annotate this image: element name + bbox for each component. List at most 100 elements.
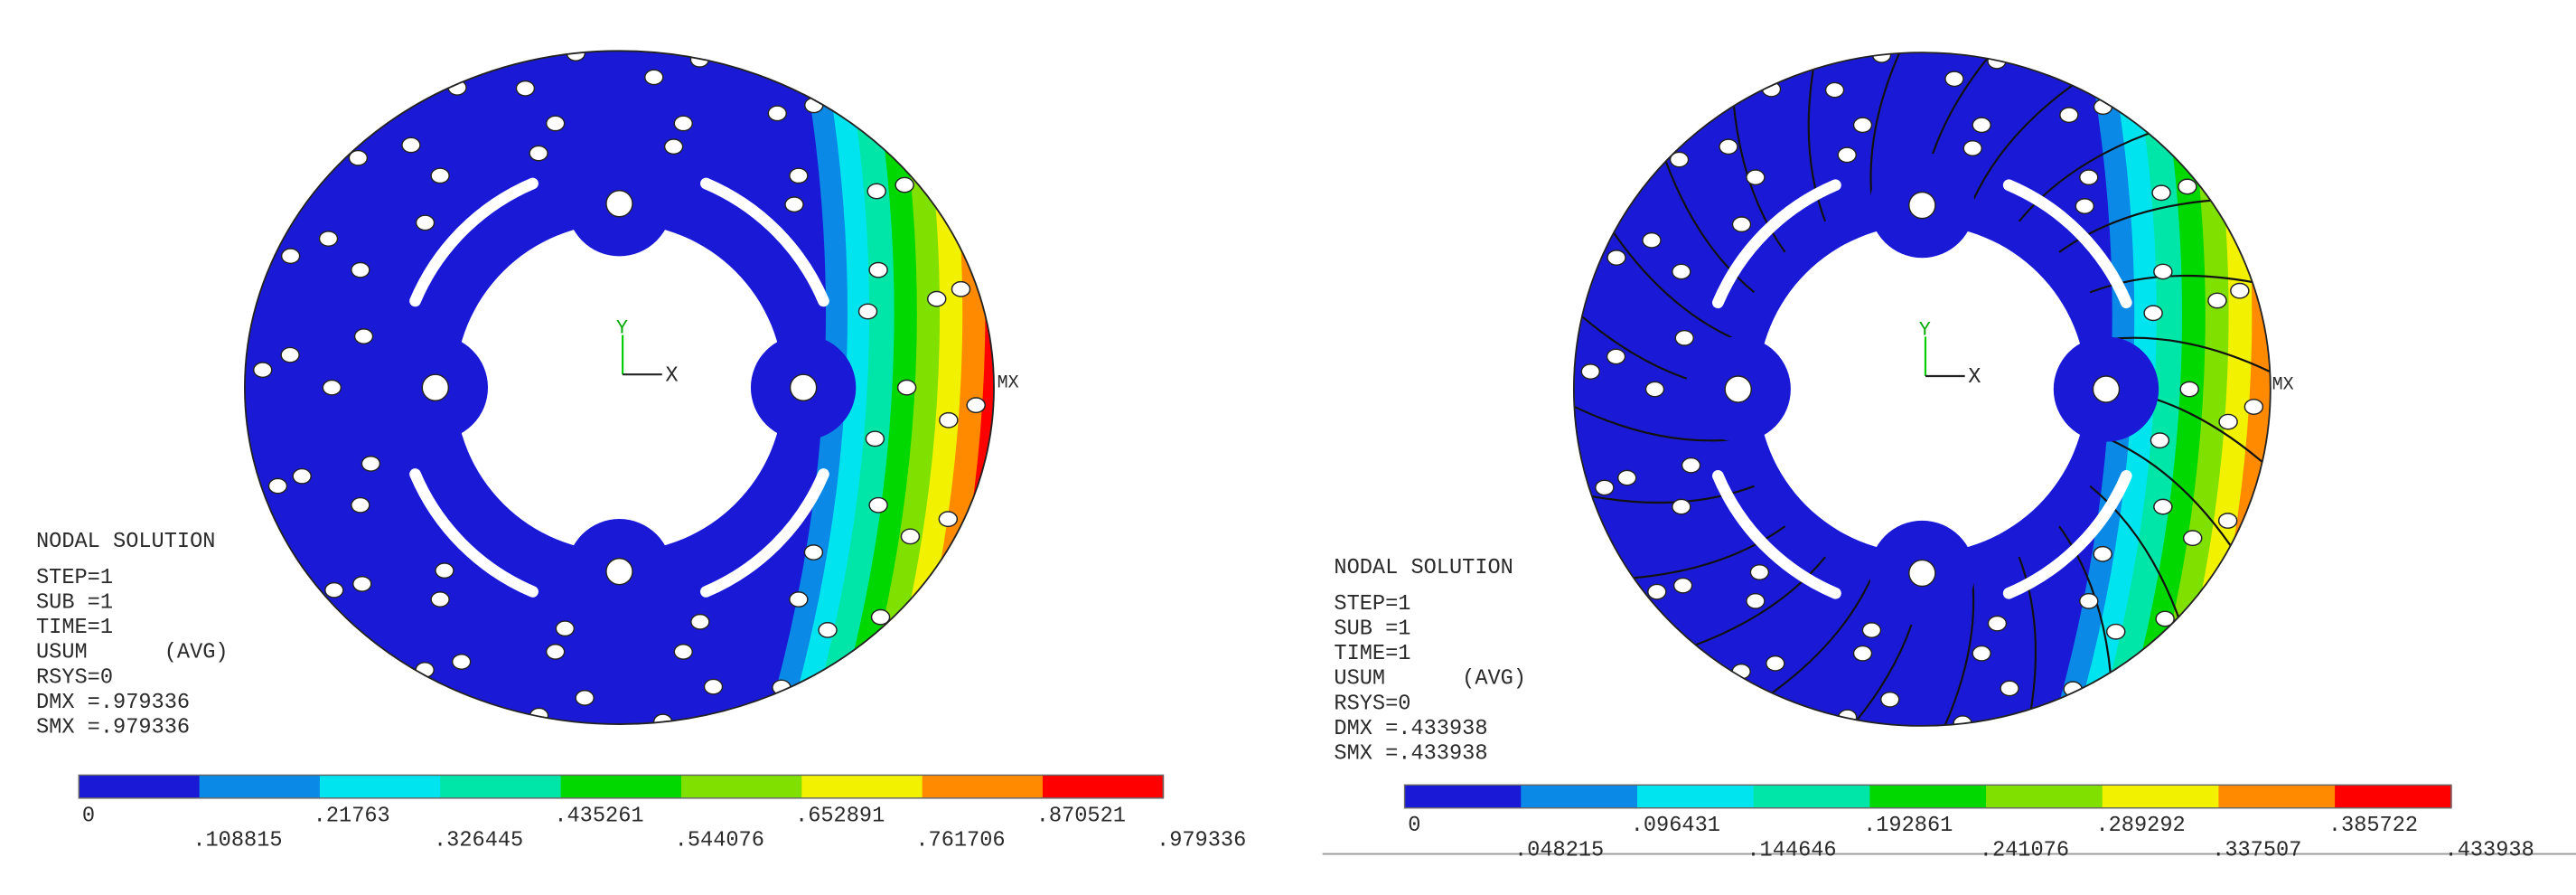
vent-hole xyxy=(430,167,450,184)
info-line: TIME=1 xyxy=(1334,642,1410,666)
contour-band xyxy=(900,51,995,725)
vent-hole xyxy=(1644,381,1665,398)
vent-hole xyxy=(1719,138,1738,155)
vent-hole xyxy=(868,496,888,513)
max-marker: MX xyxy=(998,373,1019,394)
vent-hole xyxy=(1606,250,1626,266)
disc xyxy=(244,51,995,725)
info-line: DMX =.433938 xyxy=(1334,717,1487,741)
colorbar-label: .21763 xyxy=(314,804,390,828)
vent-hole xyxy=(703,678,724,695)
info-line: DMX =.979336 xyxy=(36,691,190,715)
vent-hole xyxy=(2153,263,2173,280)
info-line: USUM (AVG) xyxy=(1334,667,1526,692)
colorbar-segment xyxy=(79,775,201,798)
colorbar-label: .326445 xyxy=(434,829,523,853)
vent-hole xyxy=(2207,292,2227,309)
vent-hole xyxy=(2059,107,2079,124)
vent-hole xyxy=(318,231,339,247)
vent-hole xyxy=(784,196,804,213)
colorbar-label: .289292 xyxy=(2095,814,2185,838)
vent-hole xyxy=(545,115,566,132)
vent-hole xyxy=(1674,329,1695,346)
slot xyxy=(2002,179,2132,309)
vent-hole xyxy=(529,145,548,162)
colorbar-segment xyxy=(1521,785,1638,808)
vent-hole xyxy=(451,654,472,670)
colorbar-segment xyxy=(680,775,803,798)
bolt-hole xyxy=(2092,375,2121,403)
info-line: SMX =.979336 xyxy=(36,716,190,740)
vent-hole xyxy=(1972,117,1991,134)
vent-hole xyxy=(1595,479,1615,496)
slot xyxy=(700,177,829,307)
vent-hole xyxy=(818,622,838,638)
colorbar-label: .544076 xyxy=(675,829,764,853)
vent-hole xyxy=(870,608,891,626)
info-line: SMX =.433938 xyxy=(1334,742,1487,767)
vent-hole xyxy=(2093,545,2112,562)
vent-hole xyxy=(1861,622,1882,638)
info-line: SUB =1 xyxy=(36,590,113,615)
info-line: SUB =1 xyxy=(1334,617,1410,642)
vent-hole xyxy=(1616,469,1637,486)
colorbar-segment xyxy=(2218,785,2337,808)
vent-hole xyxy=(1681,457,1701,474)
vent-hole xyxy=(966,397,986,414)
vent-hole xyxy=(1972,645,1991,662)
vent-hole xyxy=(555,620,576,637)
bolt-hole xyxy=(1724,375,1752,403)
vent-hole xyxy=(435,562,454,579)
vent-hole xyxy=(280,248,301,265)
slot xyxy=(409,177,539,307)
colorbar-segment xyxy=(440,775,562,798)
colorbar-segment xyxy=(922,775,1044,798)
colorbar-label: .048215 xyxy=(1514,838,1604,862)
vent-hole xyxy=(1837,146,1857,164)
vent-hole xyxy=(1647,583,1667,600)
vent-hole xyxy=(545,644,566,660)
vent-hole xyxy=(1824,81,1845,99)
hub-hole xyxy=(454,223,784,552)
bolt-hole xyxy=(421,373,450,401)
vent-hole xyxy=(267,477,288,495)
vent-hole xyxy=(1880,691,1900,708)
vent-hole xyxy=(2079,592,2099,609)
info-line: RSYS=0 xyxy=(36,665,113,690)
colorbar-segment xyxy=(319,775,442,798)
info-line: STEP=1 xyxy=(1334,592,1410,617)
vent-hole xyxy=(1672,263,1691,280)
vent-hole xyxy=(857,303,878,320)
vent-hole xyxy=(673,644,693,660)
info-line: USUM (AVG) xyxy=(36,641,229,665)
vent-hole xyxy=(322,379,342,396)
vent-hole xyxy=(803,544,824,561)
vent-hole xyxy=(789,591,809,608)
colorbar-label: 0 xyxy=(1408,814,1420,838)
colorbar-label: .096431 xyxy=(1631,814,1720,838)
vent-hole xyxy=(951,280,971,297)
vent-hole xyxy=(2217,513,2238,529)
colorbar-segment xyxy=(560,775,682,798)
vent-hole xyxy=(868,261,888,278)
vent-hole xyxy=(361,455,381,472)
solution-title: NODAL SOLUTION xyxy=(36,530,215,554)
bolt-hole xyxy=(1908,559,1936,588)
colorbar-segment xyxy=(1869,785,1987,808)
solution-title: NODAL SOLUTION xyxy=(1334,556,1513,580)
vent-hole xyxy=(1669,151,1690,168)
vent-hole xyxy=(1606,348,1626,365)
vent-hole xyxy=(430,591,450,608)
max-marker: MX xyxy=(2272,375,2294,396)
disc-outline xyxy=(244,50,995,725)
colorbar-label: .337507 xyxy=(2212,838,2301,862)
vent-hole xyxy=(1987,615,2008,632)
vent-hole xyxy=(351,496,370,513)
vent-hole xyxy=(415,214,436,231)
vent-hole xyxy=(352,575,372,592)
vent-hole xyxy=(1580,363,1601,380)
colorbar-segment xyxy=(1753,785,1871,808)
vent-hole xyxy=(2178,178,2197,195)
colorbar-label: .241076 xyxy=(1980,838,2069,862)
